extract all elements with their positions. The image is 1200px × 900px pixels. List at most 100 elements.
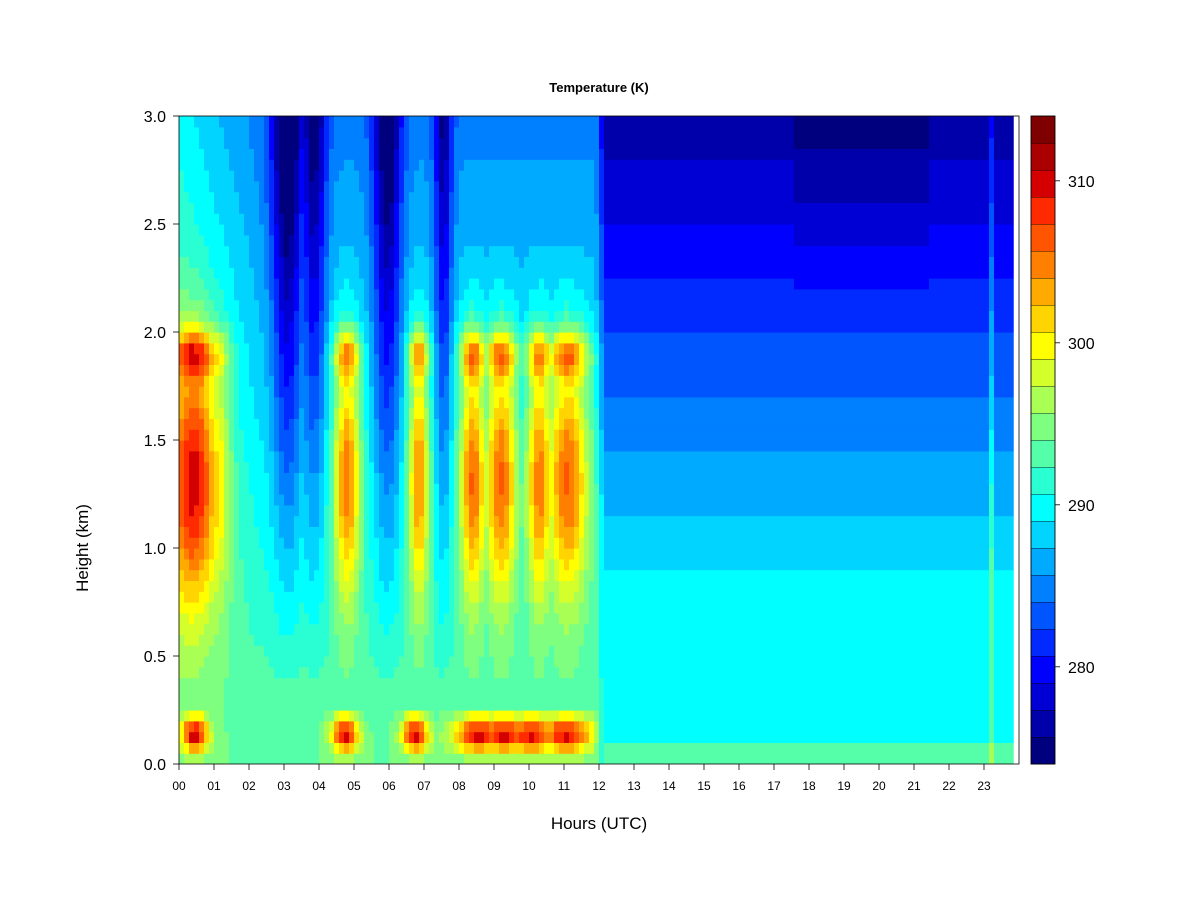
heatmap-cell — [249, 677, 255, 689]
heatmap-cell — [184, 569, 190, 581]
heatmap-cell — [329, 656, 335, 668]
heatmap-cell — [409, 191, 415, 203]
heatmap-cell — [274, 548, 280, 560]
heatmap-cell — [274, 666, 280, 679]
heatmap-cell — [239, 256, 245, 268]
heatmap-cell — [214, 342, 220, 355]
heatmap-cell — [309, 645, 315, 657]
heatmap-cell — [404, 418, 410, 430]
heatmap-cell — [234, 299, 240, 311]
heatmap-cell — [584, 386, 590, 398]
heatmap-cell — [429, 504, 435, 517]
heatmap-cell — [369, 375, 375, 387]
heatmap-cell — [474, 407, 480, 419]
heatmap-cell — [424, 461, 430, 473]
heatmap-cell — [524, 504, 530, 517]
heatmap-cell — [589, 731, 595, 743]
heatmap-cell — [529, 180, 535, 193]
heatmap-cell — [414, 558, 420, 571]
heatmap-cell — [454, 170, 460, 182]
heatmap-cell — [334, 666, 340, 679]
heatmap-cell — [284, 256, 290, 268]
heatmap-cell — [539, 191, 545, 203]
heatmap-cell — [589, 720, 595, 733]
heatmap-cell — [229, 440, 235, 452]
heatmap-cell — [204, 623, 210, 635]
heatmap-cell — [284, 569, 290, 581]
heatmap-cell — [529, 364, 535, 376]
heatmap-cell — [434, 742, 440, 754]
heatmap-cell — [374, 386, 380, 398]
heatmap-cell — [484, 256, 490, 268]
heatmap-cell — [289, 753, 295, 764]
heatmap-cell — [244, 558, 250, 571]
heatmap-cell — [404, 623, 410, 635]
heatmap-cell — [564, 602, 570, 614]
heatmap-cell — [204, 407, 210, 419]
heatmap-cell — [219, 148, 225, 160]
heatmap-cell — [444, 137, 450, 149]
heatmap-cell — [264, 656, 270, 668]
heatmap-cell — [239, 267, 245, 279]
heatmap-cell — [539, 288, 545, 301]
heatmap-cell — [569, 245, 575, 257]
heatmap-cell — [469, 731, 475, 743]
heatmap-cell — [179, 299, 185, 311]
heatmap-cell — [269, 170, 275, 182]
heatmap-cell — [329, 126, 335, 139]
heatmap-cell — [269, 612, 275, 625]
heatmap-cell — [254, 526, 260, 538]
heatmap-cell — [319, 267, 325, 279]
heatmap-cell — [279, 364, 285, 376]
heatmap-cell — [384, 418, 390, 430]
heatmap-cell — [404, 234, 410, 247]
heatmap-cell — [579, 548, 585, 560]
heatmap-cell — [229, 612, 235, 625]
heatmap-cell — [434, 191, 440, 203]
heatmap-cell — [494, 245, 500, 257]
heatmap-cell — [429, 396, 435, 409]
heatmap-cell — [504, 634, 510, 646]
heatmap-cell — [184, 396, 190, 409]
heatmap-cell — [284, 353, 290, 365]
heatmap-cell — [269, 310, 275, 322]
heatmap-cell — [534, 170, 540, 182]
heatmap-cell — [569, 288, 575, 301]
heatmap-cell — [359, 396, 365, 409]
heatmap-cell — [264, 364, 270, 376]
heatmap-cell — [479, 688, 485, 700]
heatmap-cell — [214, 224, 220, 236]
heatmap-cell — [294, 612, 300, 625]
heatmap-cell — [404, 386, 410, 398]
heatmap-cell — [294, 353, 300, 365]
heatmap-cell — [464, 569, 470, 581]
heatmap-cell — [309, 180, 315, 193]
heatmap-cell — [554, 472, 560, 484]
heatmap-cell — [449, 666, 455, 679]
heatmap-cell — [399, 375, 405, 387]
heatmap-cell — [404, 461, 410, 473]
heatmap-cell — [294, 591, 300, 603]
heatmap-cell — [454, 666, 460, 679]
heatmap-cell — [589, 602, 595, 614]
heatmap-cell — [489, 612, 495, 625]
heatmap-cell — [239, 710, 245, 722]
heatmap-cell — [359, 548, 365, 560]
heatmap-cell — [219, 440, 225, 452]
heatmap-cell — [344, 461, 350, 473]
heatmap-cell — [584, 602, 590, 614]
heatmap-cell — [404, 353, 410, 365]
heatmap-cell — [454, 656, 460, 668]
heatmap-cell — [359, 202, 365, 214]
heatmap-cell — [579, 202, 585, 214]
heatmap-cell — [589, 656, 595, 668]
heatmap-cell — [339, 407, 345, 419]
heatmap-cell — [354, 504, 360, 517]
heatmap-cell — [334, 288, 340, 301]
heatmap-cell — [419, 612, 425, 625]
heatmap-cell — [254, 418, 260, 430]
heatmap-cell — [374, 116, 380, 128]
heatmap-cell — [239, 504, 245, 517]
heatmap-cell — [434, 753, 440, 764]
heatmap-cell — [414, 224, 420, 236]
